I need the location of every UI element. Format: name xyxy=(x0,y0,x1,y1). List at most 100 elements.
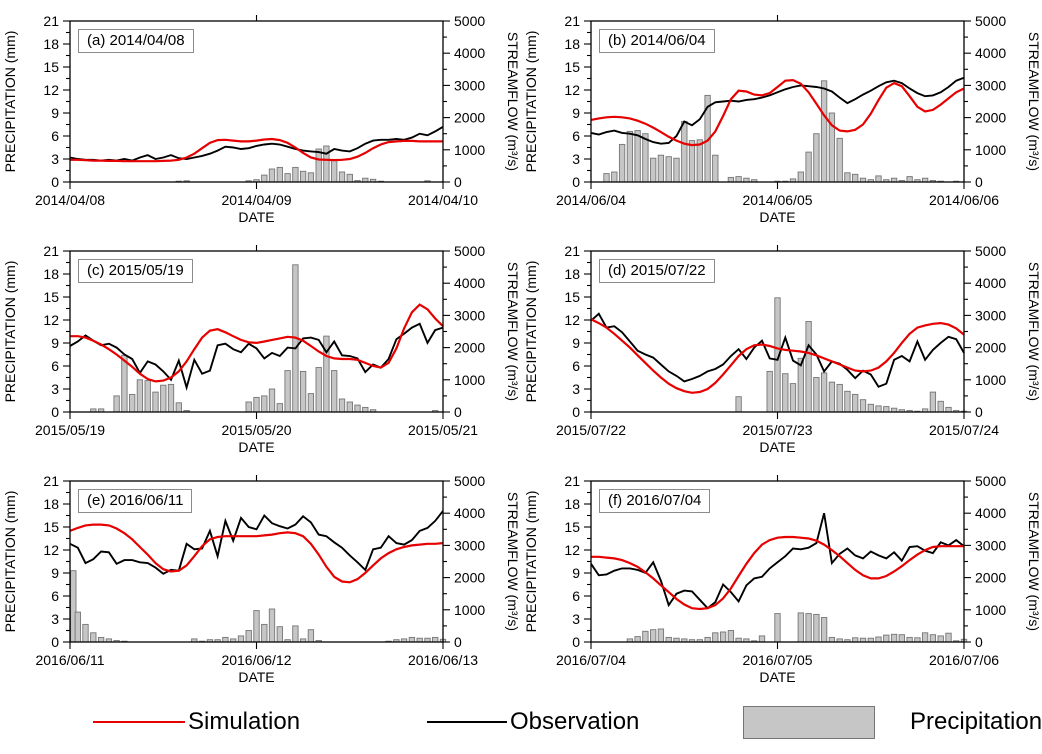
svg-text:5000: 5000 xyxy=(975,243,1006,259)
svg-text:21: 21 xyxy=(43,473,59,489)
svg-text:5000: 5000 xyxy=(454,243,485,259)
svg-text:2015/07/24: 2015/07/24 xyxy=(929,422,999,438)
svg-text:15: 15 xyxy=(43,59,59,75)
precip-bars xyxy=(70,570,447,643)
precipitation-box-icon xyxy=(743,705,875,739)
simulation-legend-label: Simulation xyxy=(188,708,301,735)
svg-text:2016/06/13: 2016/06/13 xyxy=(408,652,478,668)
svg-text:PRECIPITATION (mm): PRECIPITATION (mm) xyxy=(523,491,539,633)
simulation-line xyxy=(70,137,443,163)
svg-text:0: 0 xyxy=(454,404,462,420)
svg-text:4000: 4000 xyxy=(454,275,485,291)
svg-text:STREAMFLOW (m³/s): STREAMFLOW (m³/s) xyxy=(505,32,521,171)
svg-text:STREAMFLOW (m³/s): STREAMFLOW (m³/s) xyxy=(505,492,521,631)
svg-text:2014/06/04: 2014/06/04 xyxy=(556,192,626,208)
svg-text:0: 0 xyxy=(51,174,59,190)
observation-line xyxy=(590,76,965,145)
svg-text:6: 6 xyxy=(51,128,59,144)
svg-text:9: 9 xyxy=(572,335,580,351)
simulation-line xyxy=(70,303,444,383)
svg-text:9: 9 xyxy=(572,565,580,581)
svg-text:9: 9 xyxy=(51,105,59,121)
svg-text:2000: 2000 xyxy=(975,340,1006,356)
panel-b-chart: 0 3 6 9 12 15 18 21 0 1000 2000 3000 4000 5000 2014/06… xyxy=(523,13,1042,225)
svg-text:2015/05/21: 2015/05/21 xyxy=(408,422,478,438)
svg-text:9: 9 xyxy=(51,335,59,351)
svg-text:18: 18 xyxy=(43,266,59,282)
axis-ticks xyxy=(63,15,450,189)
panel-d-chart: 0 3 6 9 12 15 18 21 0 1000 2000 3000 4000 5000 2015/07… xyxy=(523,243,1042,455)
svg-text:21: 21 xyxy=(43,13,59,29)
svg-text:0: 0 xyxy=(454,634,462,650)
svg-text:15: 15 xyxy=(564,519,580,535)
svg-text:18: 18 xyxy=(564,266,580,282)
svg-text:18: 18 xyxy=(564,36,580,52)
svg-text:STREAMFLOW (m³/s): STREAMFLOW (m³/s) xyxy=(1026,32,1042,171)
panel-f-chart: 0 3 6 9 12 15 18 21 0 1000 2000 3000 4000 5000 2016/07… xyxy=(523,473,1042,685)
svg-text:5000: 5000 xyxy=(454,473,485,489)
svg-text:15: 15 xyxy=(43,519,59,535)
svg-text:DATE: DATE xyxy=(238,669,274,685)
svg-text:18: 18 xyxy=(43,496,59,512)
simulation-line xyxy=(591,535,964,611)
axis-ticks xyxy=(584,475,971,649)
simulation-line xyxy=(590,318,965,394)
svg-text:0: 0 xyxy=(51,404,59,420)
svg-text:0: 0 xyxy=(572,404,580,420)
panel-a-chart: 0 3 6 9 12 15 18 21 0 1000 2000 3000 4000 5000 2014/04… xyxy=(2,13,521,225)
svg-text:PRECIPITATION (mm): PRECIPITATION (mm) xyxy=(2,491,18,633)
svg-text:DATE: DATE xyxy=(238,439,274,455)
svg-text:21: 21 xyxy=(564,243,580,259)
svg-text:9: 9 xyxy=(572,105,580,121)
svg-text:18: 18 xyxy=(43,36,59,52)
svg-text:0: 0 xyxy=(975,174,983,190)
legend-item-observation: Observation xyxy=(427,690,639,754)
svg-text:5000: 5000 xyxy=(454,13,485,29)
svg-text:STREAMFLOW (m³/s): STREAMFLOW (m³/s) xyxy=(505,262,521,401)
svg-text:3000: 3000 xyxy=(975,307,1006,323)
panel-a-label: (a) 2014/04/08 xyxy=(78,29,194,53)
svg-text:4000: 4000 xyxy=(454,505,485,521)
panel-f-label: (f) 2016/07/04 xyxy=(599,489,711,513)
svg-text:2000: 2000 xyxy=(454,570,485,586)
svg-text:21: 21 xyxy=(43,243,59,259)
svg-text:STREAMFLOW (m³/s): STREAMFLOW (m³/s) xyxy=(1026,492,1042,631)
svg-text:2014/04/09: 2014/04/09 xyxy=(221,192,291,208)
svg-text:0: 0 xyxy=(975,634,983,650)
svg-text:3000: 3000 xyxy=(975,77,1006,93)
svg-text:2014/04/08: 2014/04/08 xyxy=(35,192,105,208)
svg-text:3: 3 xyxy=(572,151,580,167)
precip-bars xyxy=(603,80,960,183)
svg-text:2016/07/05: 2016/07/05 xyxy=(742,652,812,668)
svg-text:15: 15 xyxy=(564,289,580,305)
svg-text:2015/07/22: 2015/07/22 xyxy=(556,422,626,438)
axis-ticks xyxy=(63,475,450,649)
panel-e-chart: 0 3 6 9 12 15 18 21 0 1000 2000 3000 4000 5000 2016/06… xyxy=(2,473,521,685)
axis-ticks xyxy=(584,245,971,419)
observation-line-icon xyxy=(427,721,507,723)
svg-text:9: 9 xyxy=(51,565,59,581)
svg-text:2000: 2000 xyxy=(975,110,1006,126)
svg-text:6: 6 xyxy=(572,128,580,144)
svg-text:2016/06/11: 2016/06/11 xyxy=(35,652,104,668)
svg-text:12: 12 xyxy=(564,542,580,558)
simulation-line-icon xyxy=(93,721,185,723)
svg-text:DATE: DATE xyxy=(759,209,795,225)
svg-text:1000: 1000 xyxy=(454,142,485,158)
svg-text:5000: 5000 xyxy=(975,473,1006,489)
svg-text:3000: 3000 xyxy=(454,537,485,553)
svg-text:12: 12 xyxy=(564,312,580,328)
svg-text:21: 21 xyxy=(564,473,580,489)
svg-text:DATE: DATE xyxy=(238,209,274,225)
simulation-line xyxy=(69,523,444,584)
precip-bars xyxy=(626,612,968,643)
svg-text:3: 3 xyxy=(51,611,59,627)
panel-d-label: (d) 2015/07/22 xyxy=(599,259,715,283)
svg-text:2014/04/10: 2014/04/10 xyxy=(408,192,478,208)
svg-text:2000: 2000 xyxy=(454,340,485,356)
svg-text:3000: 3000 xyxy=(975,537,1006,553)
svg-text:2000: 2000 xyxy=(975,570,1006,586)
svg-text:1000: 1000 xyxy=(975,602,1006,618)
svg-text:6: 6 xyxy=(51,358,59,374)
svg-text:0: 0 xyxy=(51,634,59,650)
